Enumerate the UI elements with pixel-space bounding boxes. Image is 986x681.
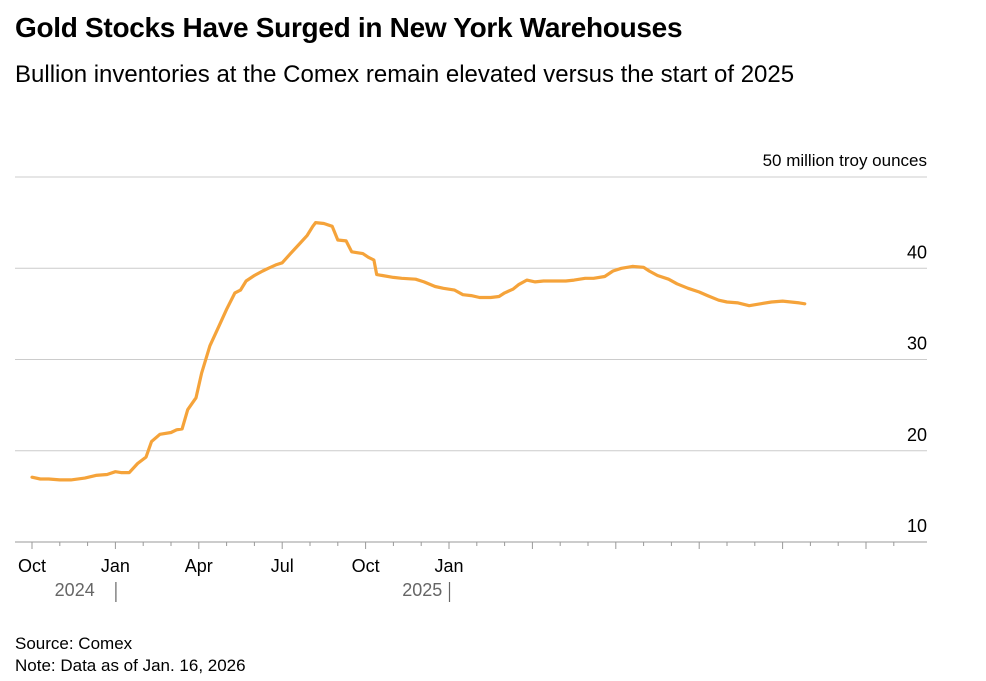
x-tick-label: Jul [271, 556, 294, 576]
y-axis-labels: 40 30 20 10 [907, 242, 927, 536]
x-tick-label: Apr [185, 556, 213, 576]
y-tick-label: 10 [907, 516, 927, 536]
x-tick-label: Oct [352, 556, 380, 576]
chart-subtitle: Bullion inventories at the Comex remain … [15, 61, 795, 88]
data-note: Note: Data as of Jan. 16, 2026 [15, 656, 246, 675]
x-tick-label: Jan [434, 556, 463, 576]
year-label: 2024 [55, 580, 95, 600]
gridlines [15, 176, 927, 543]
y-axis-unit-label: 50 million troy ounces [763, 151, 927, 170]
y-tick-label: 30 [907, 334, 927, 354]
series-lines [30, 221, 807, 482]
line-chart: 40 30 20 10 50 million troy ounces Oct Jan Ap… [15, 151, 927, 602]
source-note: Source: Comex [15, 634, 133, 653]
series-line [30, 221, 807, 482]
y-tick-label: 20 [907, 425, 927, 445]
chart-title: Gold Stocks Have Surged in New York Ware… [15, 12, 683, 43]
year-label: 2025 [402, 580, 442, 600]
x-tick-label: Jan [101, 556, 130, 576]
y-tick-label: 40 [907, 242, 927, 262]
x-tick-label: Oct [18, 556, 46, 576]
x-axis: Oct Jan Apr Jul Oct Jan 2024 2025 [18, 542, 895, 602]
